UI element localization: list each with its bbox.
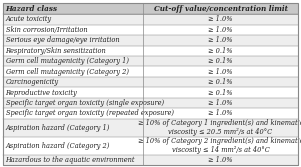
Text: ≥ 0.1%: ≥ 0.1%	[208, 57, 233, 65]
Bar	[3, 35, 298, 46]
Bar	[3, 119, 298, 137]
Text: ≥ 1.0%: ≥ 1.0%	[208, 156, 233, 164]
Text: Acute toxicity: Acute toxicity	[5, 16, 52, 24]
Bar	[3, 66, 298, 77]
Text: ≥ 0.1%: ≥ 0.1%	[208, 78, 233, 86]
Text: Specific target organ toxicity (single exposure): Specific target organ toxicity (single e…	[5, 99, 164, 107]
Text: Reproductive toxicity: Reproductive toxicity	[5, 89, 77, 97]
Bar	[3, 87, 298, 98]
Text: ≥ 1.0%: ≥ 1.0%	[208, 110, 233, 118]
Text: ≥ 1.0%: ≥ 1.0%	[208, 16, 233, 24]
Bar	[3, 137, 298, 154]
Bar	[3, 77, 298, 87]
Text: Hazard class: Hazard class	[5, 5, 57, 13]
Text: Skin corrosion/Irritation: Skin corrosion/Irritation	[5, 26, 87, 34]
Bar	[3, 25, 298, 35]
Text: Respiratory/Skin sensitization: Respiratory/Skin sensitization	[5, 47, 106, 55]
Bar	[3, 46, 298, 56]
Text: ≥ 10% of Category 2 ingredient(s) and kinematic
viscosity ≤ 14 mm²/s at 40°C: ≥ 10% of Category 2 ingredient(s) and ki…	[138, 137, 301, 154]
Bar	[3, 3, 298, 14]
Text: ≥ 0.1%: ≥ 0.1%	[208, 47, 233, 55]
Text: Germ cell mutagenicity (Category 1): Germ cell mutagenicity (Category 1)	[5, 57, 129, 65]
Text: Hazardous to the aquatic environment: Hazardous to the aquatic environment	[5, 156, 135, 164]
Text: Cut-off value/concentration limit: Cut-off value/concentration limit	[154, 5, 287, 13]
Bar	[3, 154, 298, 165]
Text: ≥ 1.0%: ≥ 1.0%	[208, 26, 233, 34]
Text: Aspiration hazard (Category 2): Aspiration hazard (Category 2)	[5, 142, 110, 150]
Text: ≥ 10% of Category 1 ingredient(s) and kinematic
viscosity ≤ 20.5 mm²/s at 40°C: ≥ 10% of Category 1 ingredient(s) and ki…	[138, 119, 301, 136]
Text: Specific target organ toxicity (repeated exposure): Specific target organ toxicity (repeated…	[5, 110, 173, 118]
Bar	[3, 56, 298, 66]
Text: ≥ 1.0%: ≥ 1.0%	[208, 99, 233, 107]
Text: Serious eye damage/eye irritation: Serious eye damage/eye irritation	[5, 36, 119, 44]
Text: ≥ 1.0%: ≥ 1.0%	[208, 36, 233, 44]
Bar	[3, 14, 298, 25]
Text: Germ cell mutagenicity (Category 2): Germ cell mutagenicity (Category 2)	[5, 68, 129, 76]
Text: Carcinogenicity: Carcinogenicity	[5, 78, 59, 86]
Text: Aspiration hazard (Category 1): Aspiration hazard (Category 1)	[5, 124, 110, 132]
Text: ≥ 1.0%: ≥ 1.0%	[208, 68, 233, 76]
Text: ≥ 0.1%: ≥ 0.1%	[208, 89, 233, 97]
Bar	[3, 108, 298, 119]
Bar	[3, 98, 298, 108]
